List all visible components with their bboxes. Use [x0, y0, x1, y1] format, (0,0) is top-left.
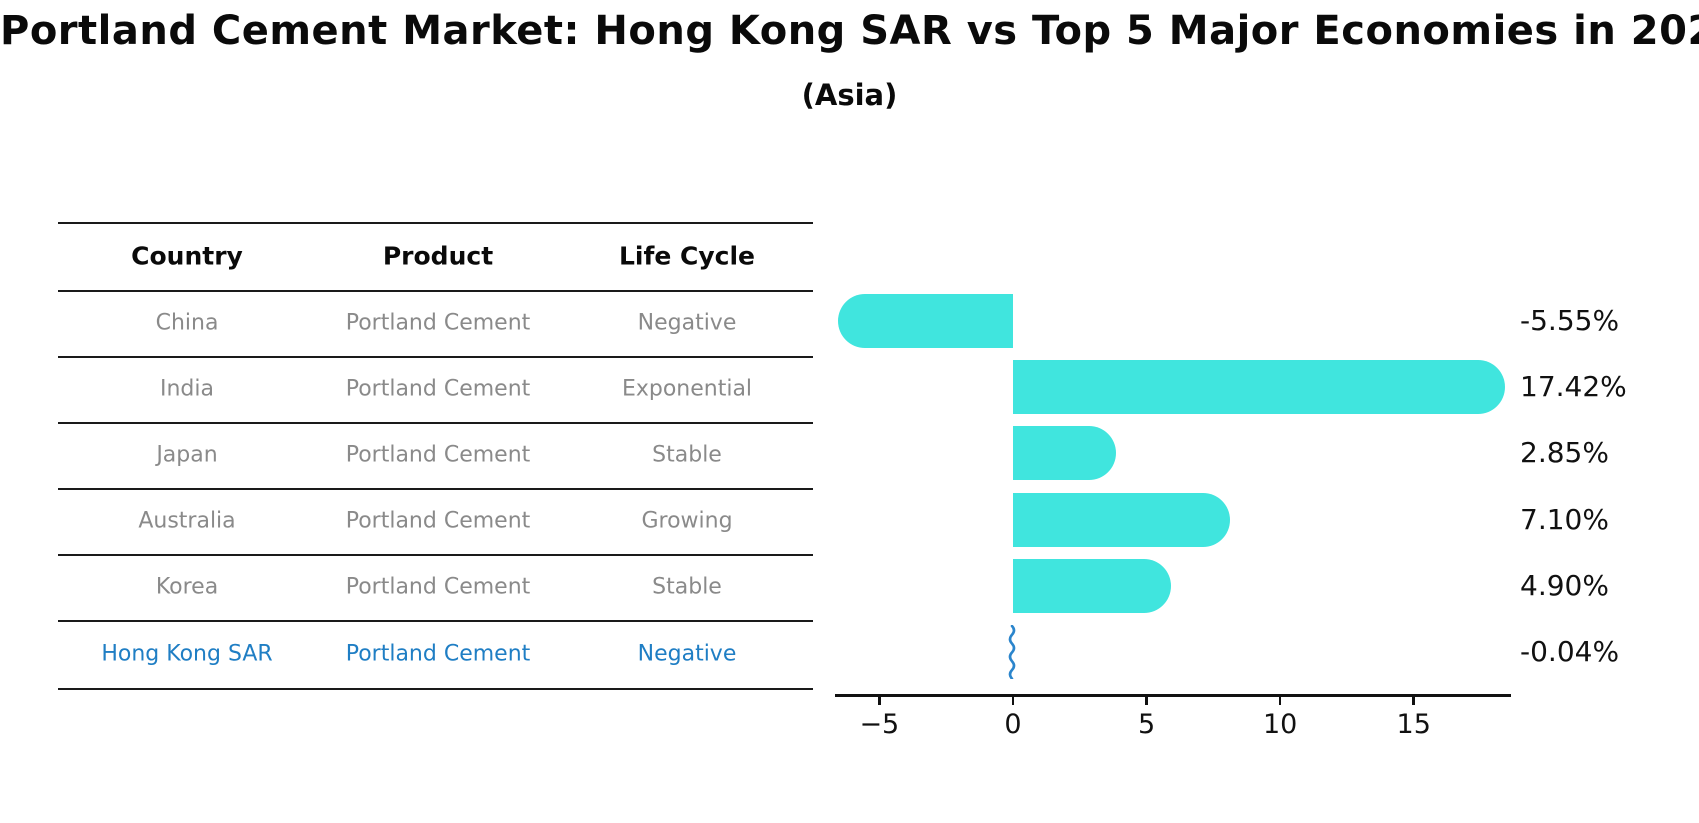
- table-rule: [58, 688, 813, 690]
- table-rule: [58, 620, 813, 622]
- x-axis-tick: [1145, 696, 1148, 705]
- value-label: 17.42%: [1520, 370, 1627, 404]
- x-axis-tick: [1278, 696, 1282, 705]
- table-rule: [58, 222, 813, 224]
- table-header-life-cycle: Life Cycle: [618, 241, 756, 271]
- bar-korea: [1012, 558, 1171, 613]
- x-axis-tick-label: −5: [859, 709, 900, 740]
- table-cell-country: Korea: [155, 574, 219, 600]
- table-header-country: Country: [131, 241, 243, 271]
- value-label: -0.04%: [1520, 634, 1620, 668]
- value-label: 4.90%: [1520, 568, 1609, 602]
- table-cell-country: Japan: [156, 442, 218, 468]
- table-cell-product: Portland Cement: [345, 574, 531, 600]
- table-cell-product: Portland Cement: [345, 376, 531, 402]
- bar-australia: [1012, 492, 1230, 547]
- table-rule: [58, 422, 813, 424]
- table-cell-life-cycle: Negative: [637, 641, 737, 667]
- x-axis-tick: [1412, 696, 1415, 705]
- x-axis-tick-label: 10: [1262, 709, 1298, 740]
- value-label: 7.10%: [1520, 502, 1609, 536]
- table-cell-life-cycle: Stable: [652, 442, 722, 468]
- table-cell-life-cycle: Negative: [637, 310, 737, 336]
- x-axis-tick-label: 5: [1137, 709, 1156, 740]
- table-rule: [58, 356, 813, 358]
- chart-subtitle: (Asia): [801, 78, 898, 112]
- table-rule: [58, 290, 813, 292]
- table-cell-country: China: [155, 310, 219, 336]
- value-label: 2.85%: [1520, 436, 1609, 470]
- table-cell-life-cycle: Exponential: [621, 376, 753, 402]
- x-axis-tick: [878, 696, 881, 705]
- table-rule: [58, 488, 813, 490]
- x-axis-tick-label: 15: [1396, 709, 1431, 740]
- table-cell-country: Hong Kong SAR: [101, 641, 273, 667]
- squiggle-marker: [1008, 625, 1016, 679]
- table-cell-product: Portland Cement: [345, 310, 531, 336]
- table-cell-country: Australia: [138, 508, 236, 534]
- bar-china: [837, 294, 1013, 348]
- chart-title: Portland Cement Market: Hong Kong SAR vs…: [0, 8, 1699, 54]
- table-cell-product: Portland Cement: [345, 508, 531, 534]
- bar-japan: [1012, 426, 1117, 481]
- x-axis-tick-label: 0: [1004, 709, 1022, 740]
- x-axis-tick: [1011, 696, 1015, 705]
- table-header-product: Product: [382, 241, 494, 271]
- table-rule: [58, 554, 813, 556]
- table-cell-country: India: [160, 376, 214, 402]
- table-cell-life-cycle: Growing: [641, 508, 733, 534]
- value-label: -5.55%: [1520, 303, 1620, 337]
- table-cell-product: Portland Cement: [345, 442, 531, 468]
- x-axis-line: [835, 694, 1511, 697]
- table-cell-product: Portland Cement: [345, 641, 531, 667]
- bar-india: [1012, 360, 1506, 415]
- table-cell-life-cycle: Stable: [652, 574, 722, 600]
